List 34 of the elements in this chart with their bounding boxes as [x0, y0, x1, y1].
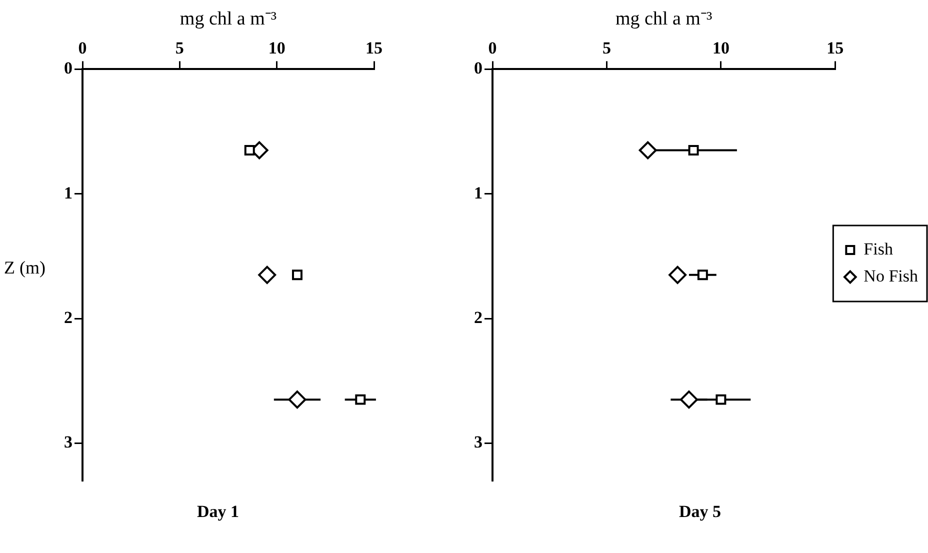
y-tick-label: 0 [474, 58, 482, 78]
x-tick-label: 15 [366, 38, 382, 58]
y-tick-label: 2 [64, 308, 72, 327]
point [680, 390, 698, 409]
point [258, 266, 276, 284]
point [697, 270, 708, 280]
x-tick-label: 10 [268, 38, 286, 58]
point [716, 394, 726, 405]
point [288, 390, 306, 409]
x-tick-label: 5 [175, 38, 184, 58]
x-axis-title: mg chl a m⁻³ [616, 8, 712, 30]
x-tick-label: 0 [78, 38, 87, 58]
point [244, 144, 255, 156]
x-tick-label: 10 [712, 38, 730, 58]
point [638, 141, 657, 160]
point [292, 270, 302, 280]
legend-label: No Fish [864, 266, 918, 286]
y-axis-title: Z (m) [4, 257, 46, 278]
text: Day 1 [196, 502, 240, 522]
point [355, 394, 366, 405]
point [688, 144, 699, 156]
y-tick-label: 0 [64, 58, 72, 78]
x-tick-label: 15 [826, 38, 844, 58]
x-tick-label: 5 [602, 38, 611, 58]
x-tick-label: 0 [488, 38, 497, 58]
x-axis-title: mg chl a m⁻³ [180, 8, 277, 30]
legend-label: Fish [864, 239, 894, 258]
y-tick-label: 1 [64, 183, 72, 202]
y-tick-label: 2 [474, 308, 482, 327]
y-tick-label: 1 [474, 183, 482, 202]
point [668, 266, 687, 284]
text: Day 5 [678, 502, 722, 522]
y-tick-label: 3 [64, 432, 72, 452]
y-tick-label: 3 [474, 432, 482, 452]
